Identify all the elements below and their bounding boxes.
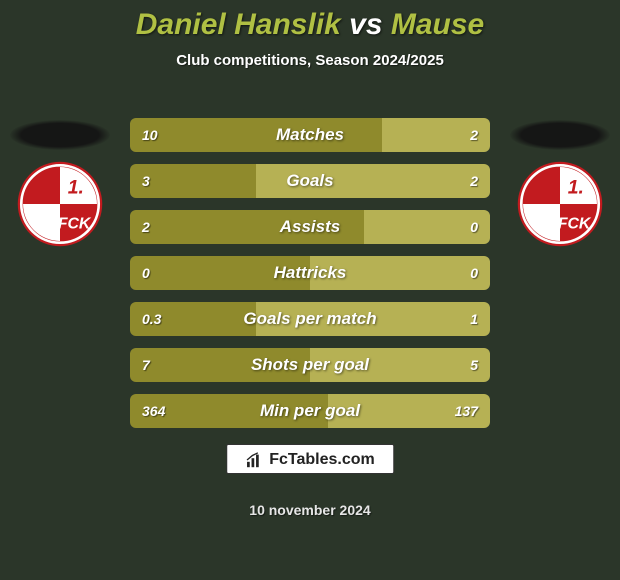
brand-badge[interactable]: FcTables.com	[226, 444, 394, 474]
stat-bar-left	[130, 210, 364, 244]
brand-text: FcTables.com	[269, 451, 375, 469]
stat-row: Shots per goal75	[130, 348, 490, 382]
svg-text:1.: 1.	[68, 176, 84, 198]
stat-bar-right	[310, 348, 490, 382]
player-shadow-right	[510, 120, 610, 150]
stat-row: Min per goal364137	[130, 394, 490, 428]
stat-bar-left	[130, 164, 256, 198]
stat-bar-left	[130, 302, 256, 336]
stat-bar-right	[328, 394, 490, 428]
club-crest-right: 1. FCK	[516, 160, 604, 248]
player2-name: Mause	[391, 8, 484, 41]
stat-row: Assists20	[130, 210, 490, 244]
stat-row: Goals per match0.31	[130, 302, 490, 336]
club-right: 1. FCK	[505, 120, 615, 248]
player-shadow-left	[10, 120, 110, 150]
stat-bar-right	[256, 164, 490, 198]
stat-bar-right	[310, 256, 490, 290]
stat-bar-left	[130, 348, 310, 382]
vs-label: vs	[349, 8, 382, 41]
stat-bar-left	[130, 118, 382, 152]
stat-row: Hattricks00	[130, 256, 490, 290]
player1-name: Daniel Hanslik	[136, 8, 341, 41]
stat-row: Matches102	[130, 118, 490, 152]
svg-text:FCK: FCK	[558, 216, 592, 233]
stat-bar-left	[130, 394, 328, 428]
date-label: 10 november 2024	[0, 502, 620, 518]
stat-row: Goals32	[130, 164, 490, 198]
club-left: 1. FCK	[5, 120, 115, 248]
stats-bars: Matches102 Goals32 Assists20 Hattricks00 Goa…	[130, 118, 490, 440]
club-crest-left: 1. FCK	[16, 160, 104, 248]
stat-bar-right	[364, 210, 490, 244]
subtitle: Club competitions, Season 2024/2025	[0, 52, 620, 69]
stat-bar-right	[382, 118, 490, 152]
comparison-card: Daniel Hanslik vs Mause Club competition…	[0, 0, 620, 580]
stat-bar-right	[256, 302, 490, 336]
svg-text:FCK: FCK	[58, 216, 92, 233]
svg-text:1.: 1.	[568, 176, 584, 198]
stat-bar-left	[130, 256, 310, 290]
brand-chart-icon	[245, 451, 263, 469]
page-title: Daniel Hanslik vs Mause	[0, 0, 620, 42]
